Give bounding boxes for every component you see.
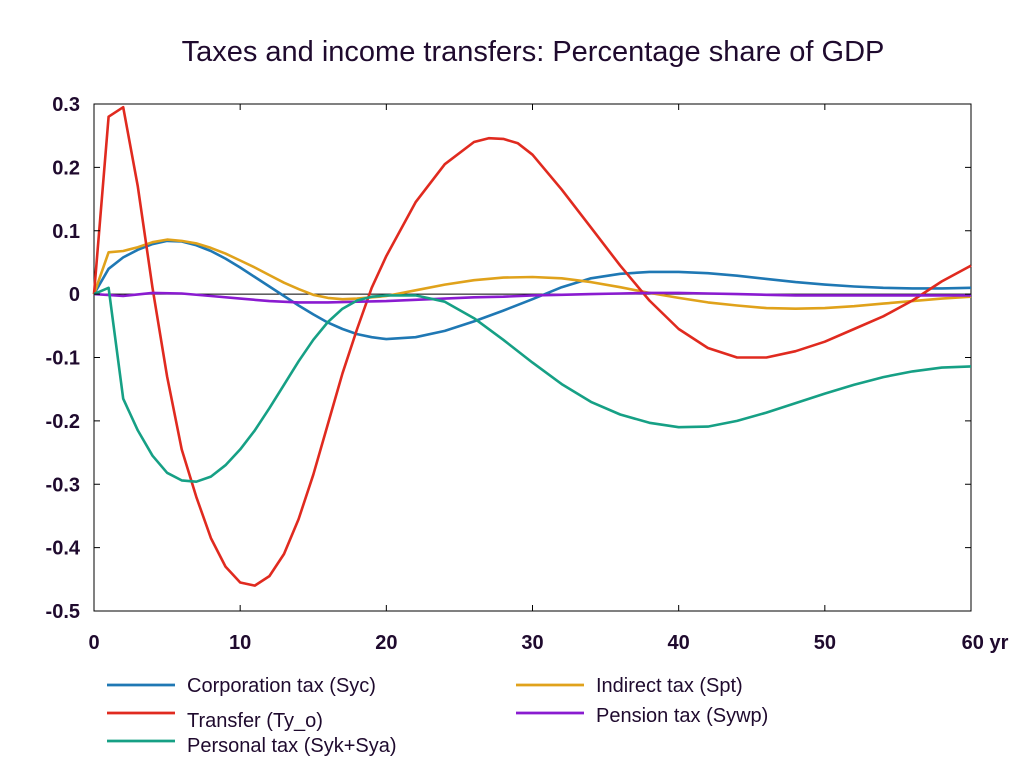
- series-line: [92, 239, 972, 341]
- legend-label: Transfer (Ty_o): [187, 710, 323, 732]
- chart-title: Taxes and income transfers: Percentage s…: [182, 36, 885, 68]
- y-tick-label: -0.5: [46, 601, 80, 623]
- legend: Corporation tax (Syc) Indirect tax (Spt) T…: [107, 675, 768, 757]
- x-tick-label: 0: [88, 632, 99, 654]
- legend-label: Pension tax (Sywp): [596, 705, 768, 727]
- plot-border: [93, 103, 972, 612]
- x-tick-label: 10: [229, 632, 251, 654]
- y-tick-label: -0.3: [46, 474, 80, 496]
- y-tick-label: -0.2: [46, 411, 80, 433]
- series-line: [93, 291, 971, 304]
- x-tick-label: 20: [375, 632, 397, 654]
- plot-frame: [93, 103, 972, 612]
- y-tick-label: -0.4: [46, 538, 81, 560]
- legend-item: Indirect tax (Spt): [516, 675, 743, 697]
- series-line: [93, 286, 972, 483]
- legend-item: Corporation tax (Syc): [107, 675, 376, 697]
- series-line: [92, 105, 972, 587]
- x-tick-label: 30: [521, 632, 543, 654]
- legend-label: Corporation tax (Syc): [187, 675, 376, 697]
- series-lines: [92, 105, 972, 587]
- legend-label: Personal tax (Syk+Sya): [187, 735, 397, 757]
- y-tick-label: 0.1: [52, 221, 80, 243]
- y-tick-label: -0.1: [46, 348, 80, 370]
- x-tick-label: 60 yr: [962, 632, 1009, 654]
- y-tick-label: 0.2: [52, 157, 80, 179]
- axis-ticks: 0.3 0.2 0.1 0 -0.1 -0.2 -0.3 -0.4 -0.5 0 10 20 30 40 5…: [46, 94, 1009, 654]
- y-tick-label: 0: [69, 284, 80, 306]
- x-tick-label: 40: [668, 632, 690, 654]
- legend-label: Indirect tax (Spt): [596, 675, 743, 697]
- legend-item: Transfer (Ty_o): [107, 710, 323, 732]
- legend-item: Pension tax (Sywp): [516, 705, 768, 727]
- x-tick-label: 50: [814, 632, 836, 654]
- legend-item: Personal tax (Syk+Sya): [107, 735, 397, 757]
- y-tick-label: 0.3: [52, 94, 80, 116]
